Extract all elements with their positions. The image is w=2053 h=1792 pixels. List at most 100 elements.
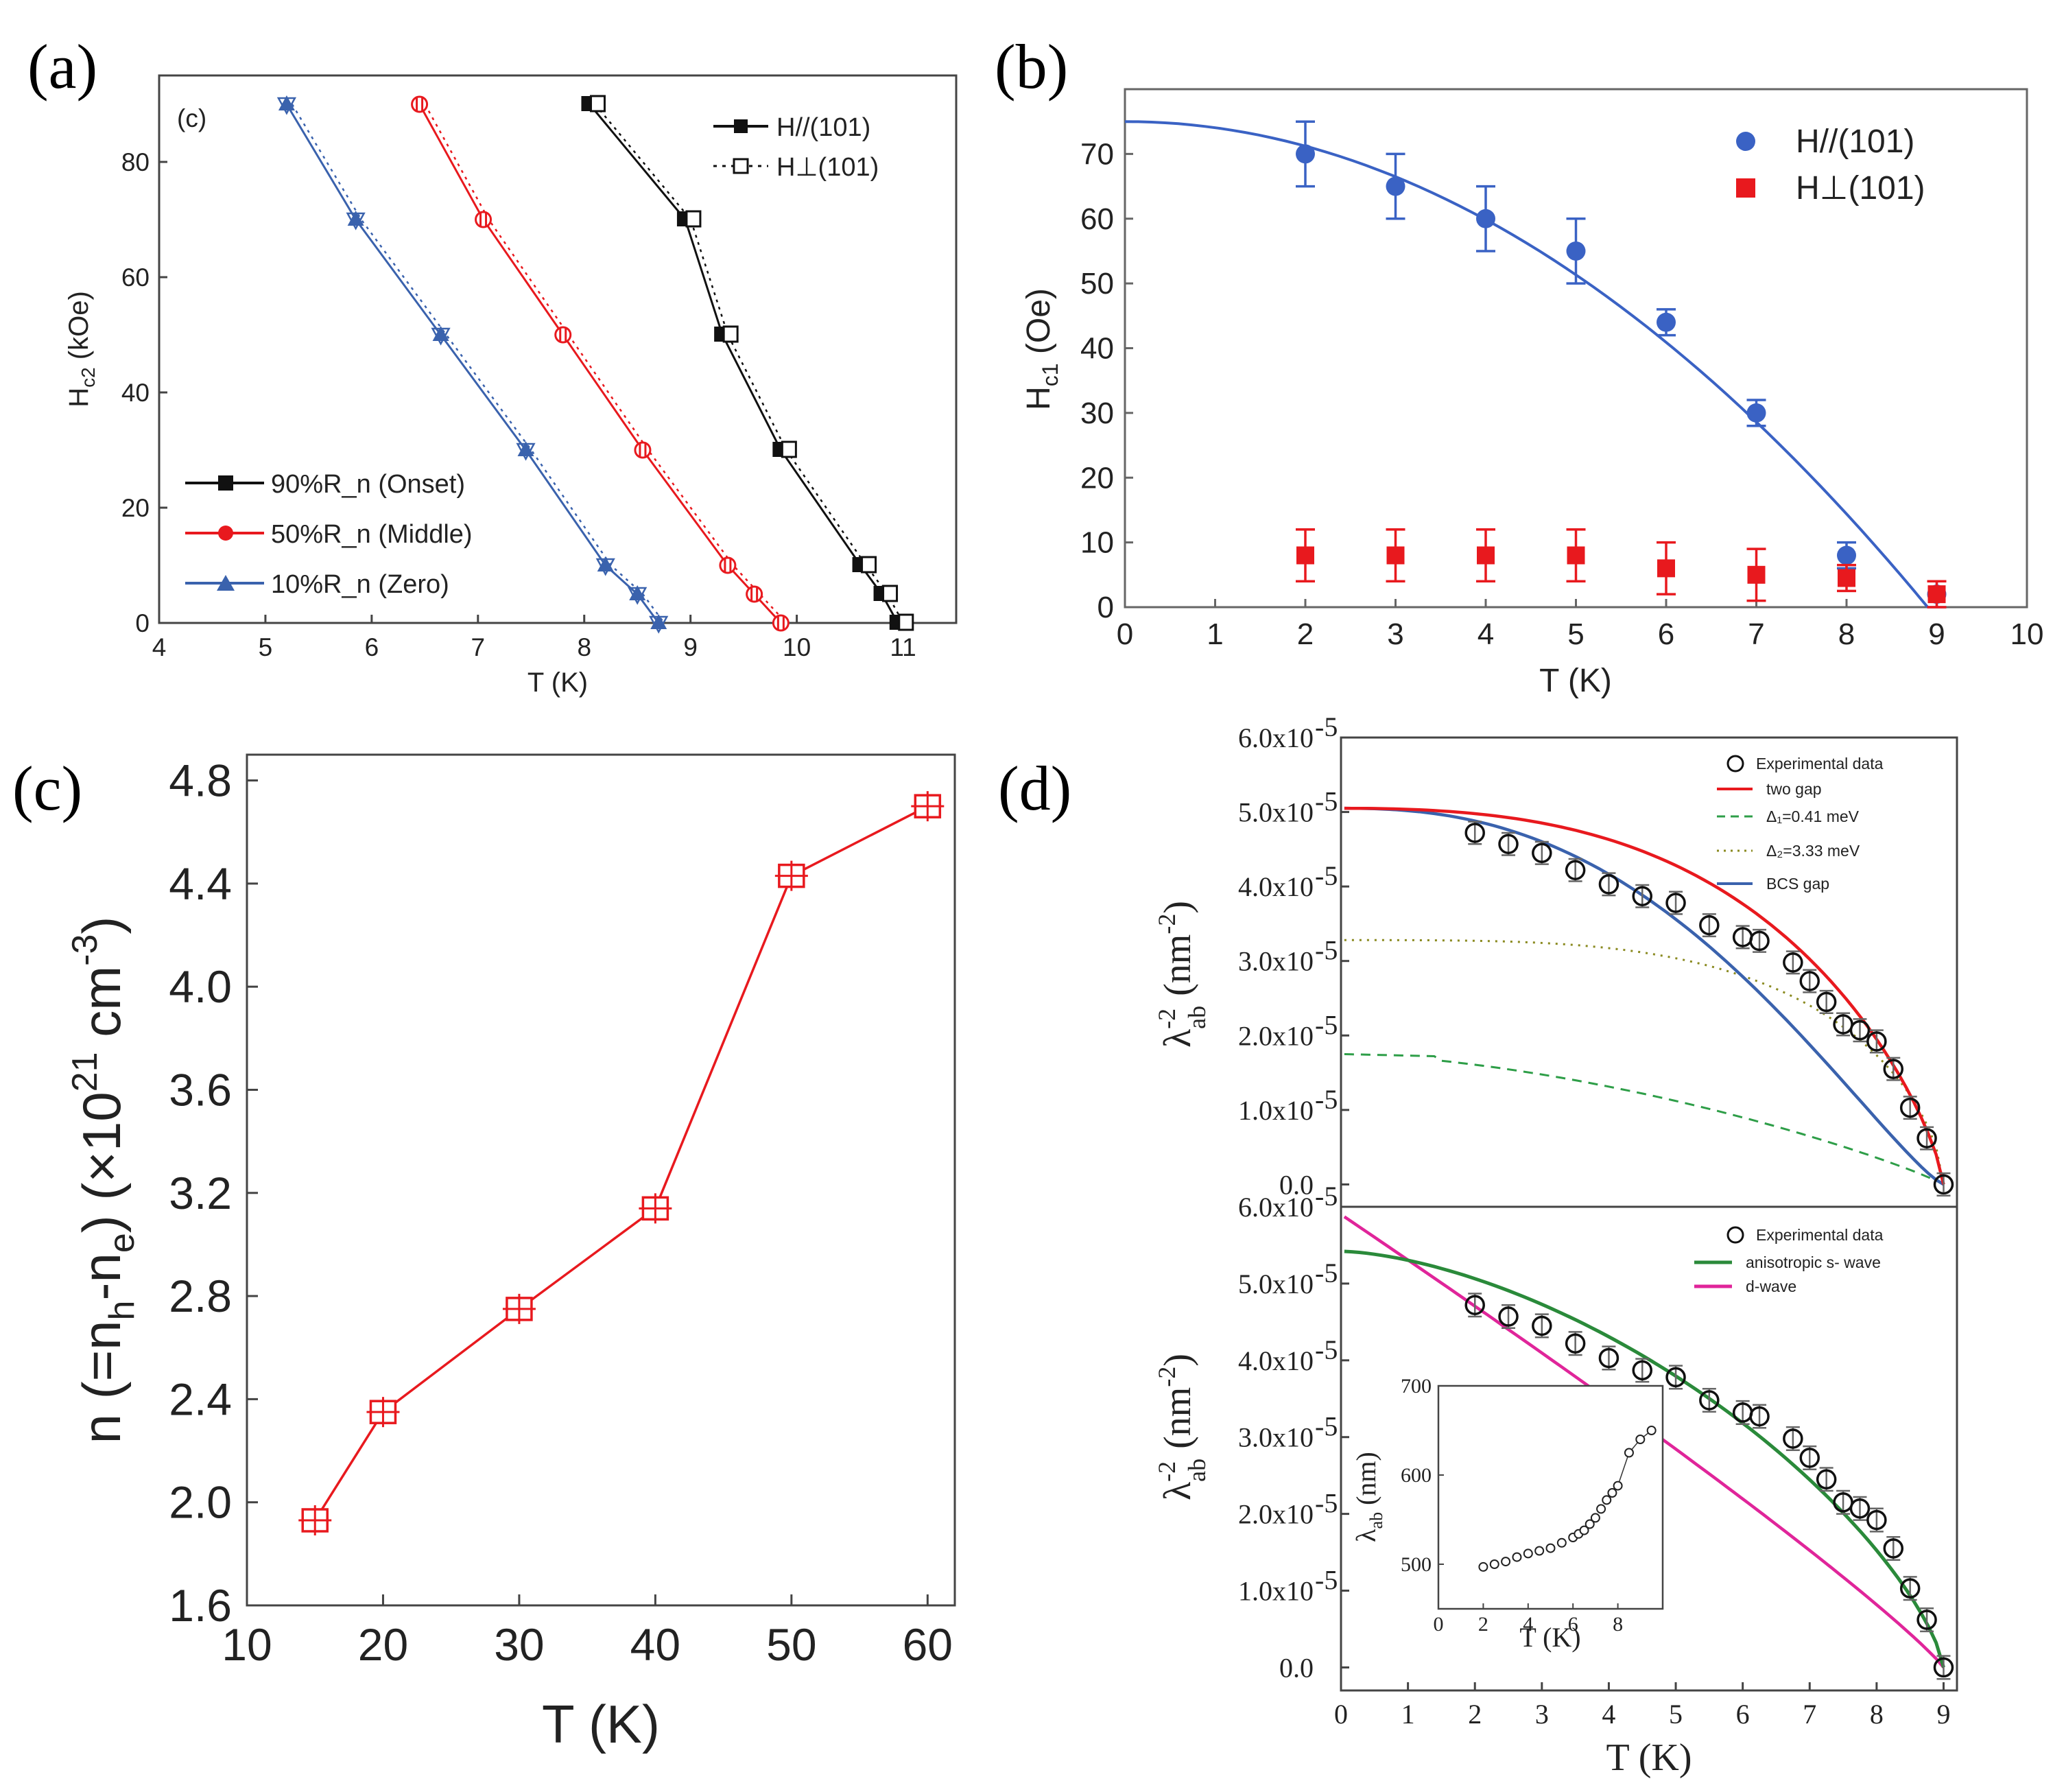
experimental-point — [1916, 1610, 1937, 1630]
y-tick-exponent: -5 — [1315, 1181, 1338, 1212]
experimental-point — [1783, 952, 1803, 973]
marker-square-open — [898, 613, 914, 631]
legend-marker-exp — [1726, 755, 1744, 773]
experimental-point — [1598, 1347, 1619, 1369]
x-tick-label: 20 — [358, 1619, 408, 1670]
panel-a-frame — [158, 74, 958, 624]
experimental-point — [1749, 930, 1770, 952]
inset-point — [1585, 1519, 1595, 1529]
legend-label-delta1: Δ₁=0.41 meV — [1766, 807, 1860, 825]
panel-c-y-ticks: 1.6 2.0 2.4 2.8 3.2 3.6 4.0 4.4 4.8 — [169, 755, 258, 1631]
data-point-parallel — [1476, 209, 1495, 228]
experimental-point — [1598, 874, 1619, 895]
inset-point — [1512, 1552, 1522, 1562]
experimental-point — [1699, 1390, 1720, 1411]
panel-b-legend: H//(101) H⊥(101) — [1736, 123, 1925, 207]
y-tick-exponent: -5 — [1315, 935, 1338, 966]
y-tick-label: 1.0x10 — [1238, 1095, 1314, 1126]
y-tick-label: 1.6 — [169, 1580, 232, 1631]
experimental-point — [1866, 1509, 1887, 1531]
y-tick-label: 4.8 — [169, 755, 232, 806]
panel-b-y-label: Hc1 (Oe) — [1021, 288, 1063, 410]
x-tick-label: 60 — [903, 1619, 953, 1670]
panel-d-inset: 0 2 4 6 8 500 600 700 T (K) λab (nm) — [1351, 1375, 1664, 1653]
inset-point — [1556, 1537, 1567, 1548]
panel-d-bottom-y-ticks: 0.01.0x10 -52.0x10 -53.0x10 -54.0x10 -55.0x1… — [1238, 1181, 1349, 1683]
panel-a-x-ticks: 4 5 6 7 8 9 10 11 — [152, 615, 916, 661]
panel-b-x-ticks: 0 1 2 3 4 5 6 7 8 9 10 — [1117, 599, 2044, 651]
marker-triangle-open — [595, 558, 615, 576]
experimental-point — [1816, 991, 1837, 1013]
panel-b-series — [1296, 120, 1947, 609]
legend-marker-parallel — [1736, 132, 1755, 151]
panel-a-label: (a) — [27, 32, 97, 102]
inset-point — [1545, 1543, 1556, 1553]
x-tick-label: 5 — [1669, 1699, 1683, 1730]
y-tick-label: 2.8 — [169, 1271, 232, 1321]
experimental-point — [1699, 915, 1720, 936]
panel-d-bottom-legend: Experimental data anisotropic s- wave d-… — [1694, 1226, 1884, 1295]
x-tick-label: 9 — [1928, 617, 1945, 651]
y-tick-exponent: -5 — [1315, 1488, 1338, 1519]
inset-y-ticks: 500 600 700 — [1401, 1375, 1444, 1576]
legend-label-middle: 50%R_n (Middle) — [271, 520, 473, 549]
panel-b: (b) 0 1 2 3 4 5 6 7 8 9 10 0 10 20 30 40 50 60 70 T (K) H… — [995, 32, 2043, 699]
y-tick-label: 0.0 — [1279, 1169, 1314, 1200]
experimental-point — [1565, 1333, 1586, 1354]
y-tick-label: 20 — [121, 494, 150, 522]
x-tick-label: 8 — [1870, 1699, 1884, 1730]
inset-point — [1523, 1548, 1533, 1559]
legend-label-exp: Experimental data — [1756, 755, 1884, 773]
legend-label-two-gap: two gap — [1766, 780, 1822, 798]
y-tick-label: 50 — [1080, 267, 1114, 300]
marker-square-open — [685, 210, 702, 228]
experimental-point — [1866, 1031, 1887, 1052]
panel-a-y-ticks: 0 20 40 60 80 — [121, 148, 167, 637]
panel-a-criteria-legend: 90%R_n (Onset) 50%R_n (Middle) 10%R_n (Z… — [185, 470, 473, 599]
panel-d-bottom-frame — [1340, 1205, 1958, 1692]
panel-d-bottom-y-label: λ-2 ab (nm-2) — [1153, 1354, 1211, 1500]
curve-bcs — [1344, 806, 1945, 1186]
panel-d-label: (d) — [998, 753, 1071, 823]
x-tick-label: 10 — [222, 1619, 272, 1670]
experimental-point — [1532, 1315, 1552, 1336]
x-tick-label: 6 — [1658, 617, 1674, 651]
marker-square-open — [781, 440, 797, 458]
experimental-point — [1464, 823, 1485, 843]
data-point-parallel — [1566, 241, 1586, 261]
x-tick-label: 30 — [494, 1619, 544, 1670]
y-tick-label: 10 — [1080, 526, 1114, 560]
inset-y-tick-label: 700 — [1401, 1375, 1432, 1398]
marker-triangle-open — [431, 327, 451, 346]
marker-circle-open — [475, 211, 493, 228]
experimental-point — [1799, 971, 1820, 991]
y-tick-label: 5.0x10 — [1238, 797, 1314, 828]
inset-x-tick-label: 6 — [1568, 1613, 1578, 1636]
x-tick-label: 10 — [2010, 617, 2044, 651]
y-tick-label: 0.0 — [1279, 1652, 1314, 1683]
panel-d-top-legend: Experimental data two gap Δ₁=0.41 meV Δ₂… — [1717, 755, 1884, 893]
legend-marker-parallel — [734, 119, 748, 133]
y-tick-label: 4.4 — [169, 858, 232, 909]
experimental-point — [1632, 886, 1652, 907]
panel-d-top-curves — [1344, 806, 1945, 1186]
marker-square-open — [722, 325, 739, 343]
y-tick-label: 80 — [121, 148, 150, 176]
panel-c: (c) 10 20 30 40 50 60 1.6 2.0 2.4 2.8 3.2 3.6 4.0 4.… — [12, 753, 956, 1754]
series-dotted-line-0 — [594, 104, 904, 624]
y-tick-label: 2.0x10 — [1238, 1020, 1314, 1051]
curve-delta2 — [1344, 939, 1945, 1185]
panel-d-top-points — [1464, 821, 1954, 1196]
experimental-point — [1532, 842, 1552, 864]
data-point-perp — [1567, 546, 1585, 565]
experimental-point — [1498, 834, 1519, 855]
experimental-point — [1665, 1367, 1686, 1388]
panel-a-y-label: Hc2 (kOe) — [64, 291, 99, 408]
marker-triangle-open — [276, 97, 297, 115]
panel-c-y-label: n (=nh-ne) (×1021 cm-3) — [65, 917, 142, 1444]
panel-d-top-frame — [1340, 736, 1958, 1208]
x-tick-label: 1 — [1207, 617, 1223, 651]
panel-a-x-label: T (K) — [527, 668, 588, 698]
y-tick-label: 0 — [1097, 591, 1114, 624]
inset-point — [1489, 1559, 1499, 1569]
